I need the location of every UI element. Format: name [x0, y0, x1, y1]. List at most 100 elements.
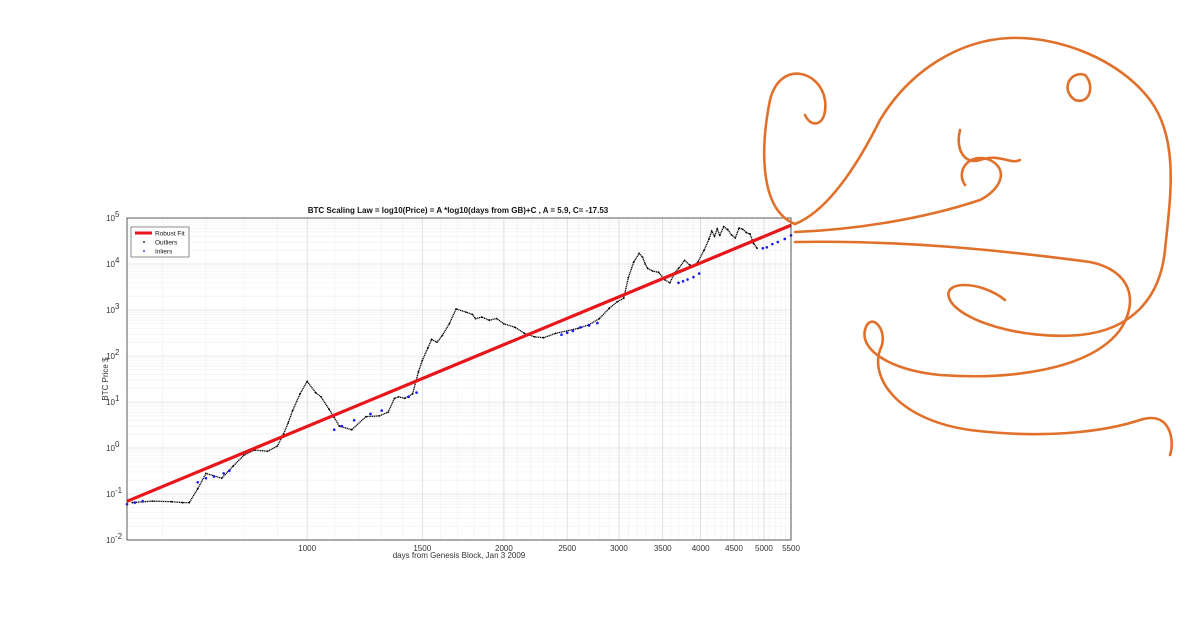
y-tick-exponent: -2: [115, 532, 123, 541]
outlier-point: [276, 445, 279, 447]
outlier-point: [734, 236, 737, 239]
outlier-point: [533, 336, 536, 338]
outlier-point: [430, 338, 433, 341]
outlier-point: [393, 397, 396, 400]
outlier-point: [627, 276, 630, 279]
inlier-point: [141, 499, 144, 503]
outlier-point: [232, 465, 234, 468]
x-tick-label: 4500: [725, 544, 743, 553]
x-tick-label: 5500: [782, 544, 800, 553]
outlier-point: [350, 428, 353, 431]
outlier-point: [471, 313, 474, 316]
x-tick-label: 5000: [755, 544, 773, 553]
inlier-point: [681, 280, 685, 283]
inlier-point: [596, 321, 599, 325]
series-layer: [125, 223, 793, 506]
outlier-point: [465, 311, 467, 314]
outlier-point: [683, 259, 686, 262]
inlier-point: [380, 409, 383, 412]
inlier-point: [407, 395, 410, 399]
outlier-point: [708, 238, 710, 240]
outlier-point: [713, 235, 716, 238]
plot-area: [125, 217, 793, 541]
outlier-point: [455, 308, 458, 310]
outlier-point: [554, 332, 557, 335]
x-tick-label: 2000: [495, 544, 513, 553]
outlier-point: [514, 326, 516, 329]
outlier-point: [287, 422, 290, 424]
y-tick-label: 10: [106, 214, 115, 223]
robust-fit-line: [126, 223, 792, 503]
inlier-point: [133, 501, 137, 504]
outlier-point: [220, 477, 223, 480]
y-tick-label: 10: [106, 398, 115, 407]
inlier-point: [579, 326, 582, 329]
y-tick-label: 10: [106, 352, 115, 361]
outlier-point: [677, 267, 680, 270]
outlier-point: [726, 228, 729, 231]
outlier-point: [608, 307, 611, 309]
inlier-point: [761, 246, 765, 250]
inlier-point: [783, 237, 787, 241]
y-tick-exponent: 2: [115, 348, 120, 357]
outlier-point: [480, 316, 483, 319]
outlier-point: [436, 341, 438, 344]
y-tick-label: 10: [106, 260, 115, 269]
outlier-point: [710, 230, 713, 232]
outlier-point: [669, 281, 671, 284]
inlier-point: [204, 476, 208, 480]
outlier-point: [730, 233, 733, 236]
outlier-point: [205, 472, 207, 475]
y-tick-exponent: -1: [115, 486, 123, 495]
outlier-point: [151, 500, 154, 503]
outlier-point: [632, 261, 635, 263]
outlier-point: [657, 271, 660, 274]
inlier-point: [332, 428, 336, 431]
outlier-point: [170, 500, 173, 503]
x-tick-label: 1500: [413, 544, 431, 553]
outlier-point: [196, 487, 199, 490]
inlier-point: [776, 240, 780, 244]
outlier-point: [242, 454, 245, 457]
outlier-point: [338, 425, 341, 427]
outlier-point: [756, 247, 758, 250]
inlier-point: [565, 331, 569, 335]
chart-title: BTC Scaling Law = log10(Price) = A *log1…: [308, 206, 609, 215]
outlier-point: [441, 334, 444, 337]
y-tick-exponent: 3: [115, 302, 120, 311]
outlier-point: [716, 227, 719, 230]
inlier-point: [196, 480, 200, 484]
outlier-point: [306, 380, 309, 383]
outlier-point: [622, 297, 625, 300]
inlier-point: [686, 278, 689, 281]
outlier-point: [188, 501, 191, 504]
inlier-point: [212, 475, 216, 478]
y-axis-title: BTC Price $: [101, 357, 110, 401]
outlier-point: [741, 228, 744, 231]
outlier-point: [722, 225, 725, 228]
outlier-point: [181, 501, 184, 504]
y-tick-exponent: 1: [115, 394, 120, 403]
legend-swatch-inliers: [143, 250, 145, 252]
x-tick-label: 2500: [558, 544, 576, 553]
inlier-point: [765, 246, 769, 249]
inlier-point: [415, 391, 418, 394]
y-tick-label: 10: [106, 306, 115, 315]
outlier-point: [651, 270, 654, 273]
outlier-point: [421, 359, 424, 362]
grid: [127, 217, 792, 541]
outlier-point: [320, 395, 322, 398]
outlier-point: [328, 408, 330, 411]
outlier-point: [131, 501, 134, 504]
inlier-point: [771, 242, 774, 246]
legend-label-robust-fit: Robust Fit: [155, 231, 185, 238]
orange-doodle-drawing: [763, 36, 1173, 457]
outlier-point: [749, 233, 751, 235]
outlier-point: [598, 317, 601, 320]
y-tick-label: 10: [106, 444, 115, 453]
outlier-point: [411, 392, 414, 395]
outlier-point: [495, 317, 498, 320]
outlier-point: [426, 346, 429, 349]
outlier-point: [503, 322, 505, 325]
